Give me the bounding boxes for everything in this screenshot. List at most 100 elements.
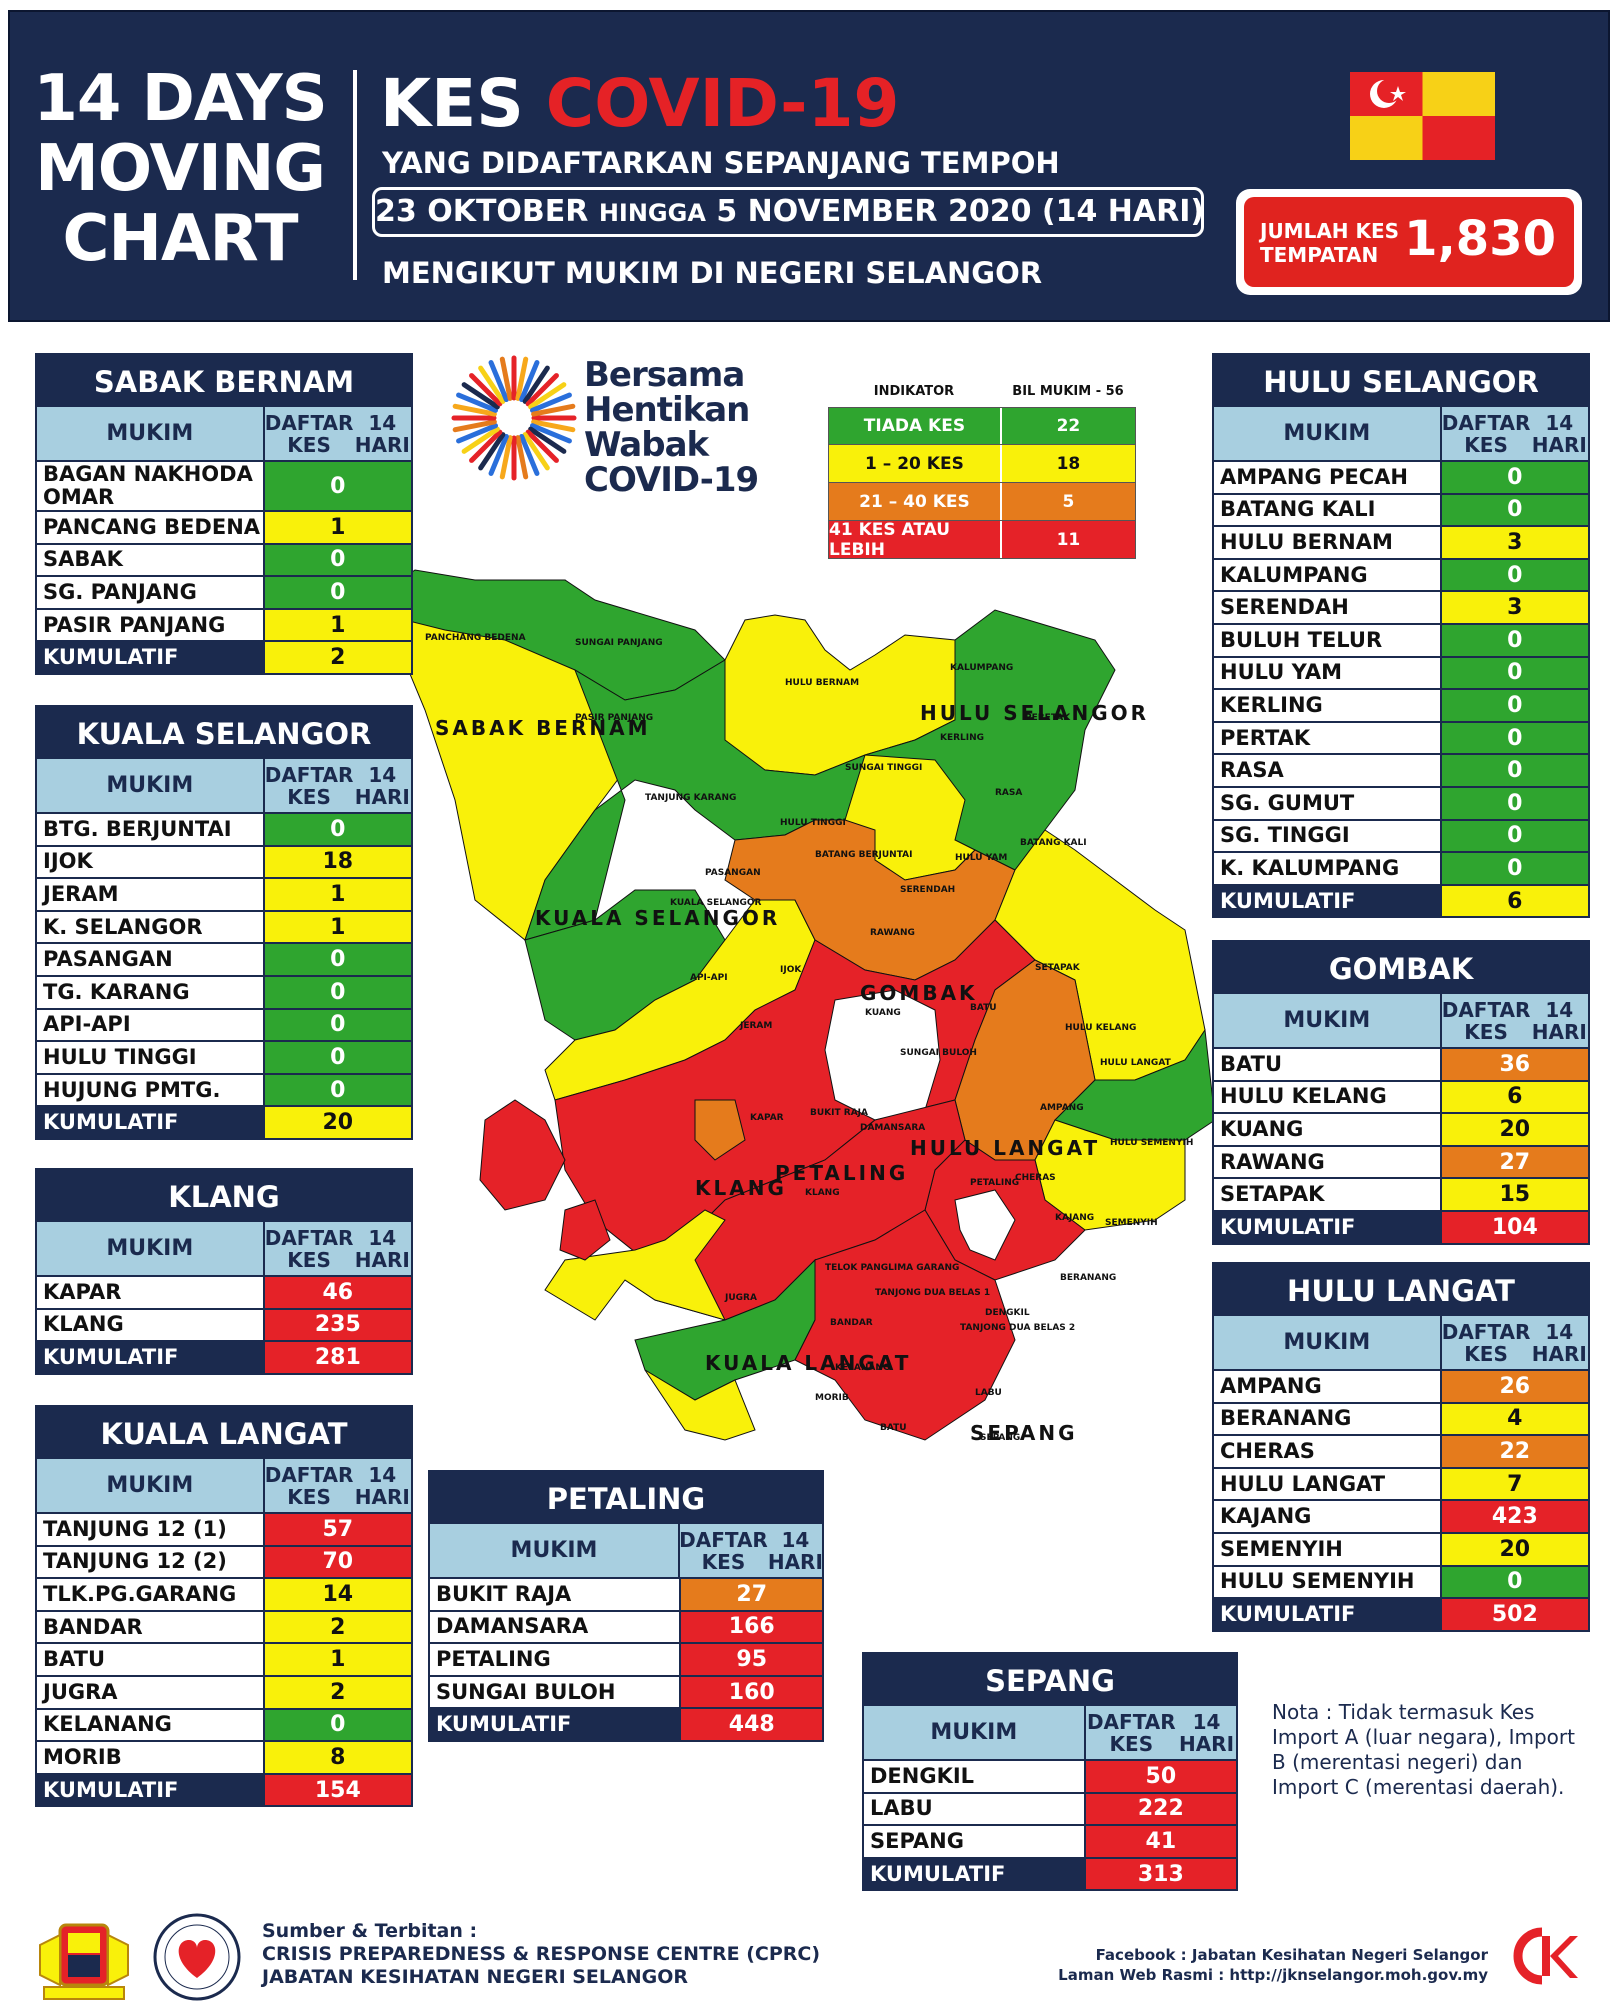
table-header: MUKIM DAFTAR KES 14 HARI xyxy=(1212,1316,1590,1371)
table-row: AMPANG 26 xyxy=(1212,1371,1590,1404)
map-mukim-label: BATANG BERJUNTAI xyxy=(815,850,912,860)
case-count: 0 xyxy=(262,1042,411,1073)
logo-ray xyxy=(478,365,506,404)
map-mukim-label: CHERAS xyxy=(1015,1173,1056,1183)
mukim-name: BATU xyxy=(1220,1051,1283,1076)
mukim-name: HULU TINGGI xyxy=(43,1044,197,1069)
kumulatif-row: KUMULATIF 20 xyxy=(35,1107,413,1140)
table-sabak-bernam: SABAK BERNAM MUKIM DAFTAR KES 14 HARI BAGAN … xyxy=(35,353,413,675)
date-mid: HINGGA xyxy=(598,199,706,227)
column-header-daftar-kes: DAFTAR KES 14 HARI xyxy=(262,1459,411,1512)
case-count: 27 xyxy=(679,1579,822,1610)
map-mukim-label: IJOK xyxy=(780,965,802,975)
selangor-flag-icon xyxy=(1350,72,1495,160)
mukim-name: K. SELANGOR xyxy=(43,914,203,939)
logo-text-line-3: Wabak xyxy=(584,425,709,465)
mukim-name: SABAK xyxy=(43,547,123,572)
mukim-name: HULU LANGAT xyxy=(1220,1471,1386,1496)
map-district-label: HULU SELANGOR xyxy=(920,701,1149,725)
table-title: PETALING xyxy=(428,1470,824,1524)
mukim-name: LABU xyxy=(870,1796,933,1821)
table-row: BULUH TELUR 0 xyxy=(1212,624,1590,658)
table-row: HULU TINGGI 0 xyxy=(35,1042,413,1075)
column-header-daftar-kes: DAFTAR KES 14 HARI xyxy=(678,1524,823,1577)
mukim-name: AMPANG xyxy=(1220,1373,1322,1398)
case-count: 0 xyxy=(1439,820,1588,852)
kumulatif-row: KUMULATIF 448 xyxy=(428,1709,824,1742)
logo-text-line-1: Bersama xyxy=(584,355,745,395)
column-header-daftar-kes: DAFTAR KES 14 HARI xyxy=(262,1222,411,1275)
mukim-name: JERAM xyxy=(43,881,119,906)
map-mukim-label: LABU xyxy=(975,1388,1002,1398)
map-district-label: PETALING xyxy=(775,1161,908,1185)
logo-ray xyxy=(531,403,576,417)
mukim-name: BULUH TELUR xyxy=(1220,627,1383,652)
facebook-link[interactable]: Facebook : Jabatan Kesihatan Negeri Sela… xyxy=(1095,1946,1488,1964)
case-count: 41 xyxy=(1083,1826,1236,1857)
mukim-name: HULU YAM xyxy=(1220,660,1342,685)
mukim-name: TG. KARANG xyxy=(43,979,190,1004)
column-header-mukim: MUKIM xyxy=(106,421,194,446)
map-mukim-label: BATU xyxy=(880,1423,907,1433)
mukim-name: HUJUNG PMTG. xyxy=(43,1077,221,1102)
map-mukim-label: PASIR PANJANG xyxy=(575,713,653,723)
mukim-name: K. KALUMPANG xyxy=(1220,855,1400,880)
table-header: MUKIM DAFTAR KES 14 HARI xyxy=(1212,407,1590,462)
map-mukim-label: TANJUNG KARANG xyxy=(645,793,736,803)
kumulatif-row: KUMULATIF 281 xyxy=(35,1342,413,1375)
kumulatif-value: 6 xyxy=(1439,885,1588,917)
table-row: RASA 0 xyxy=(1212,755,1590,788)
table-row: BAGAN NAKHODA OMAR 0 xyxy=(35,462,413,512)
kumulatif-value: 313 xyxy=(1083,1858,1236,1890)
map-mukim-label: PERETAK xyxy=(1025,713,1071,723)
table-row: RAWANG 27 xyxy=(1212,1146,1590,1180)
mukim-name: HULU SEMENYIH xyxy=(1220,1569,1415,1594)
map-district-label: KLANG xyxy=(695,1176,787,1200)
mukim-name: JUGRA xyxy=(43,1679,118,1704)
case-count: 0 xyxy=(1439,1566,1588,1598)
logo-ray xyxy=(461,426,500,454)
total-value: 1,830 xyxy=(1404,211,1556,267)
table-row: PETALING 95 xyxy=(428,1644,824,1677)
column-header-mukim: MUKIM xyxy=(1283,1008,1371,1033)
map-mukim-label: HULU BERNAM xyxy=(785,678,859,688)
logo-ray xyxy=(525,373,559,407)
table-row: JERAM 1 xyxy=(35,879,413,912)
mukim-name: PANCANG BEDENA xyxy=(43,514,261,539)
case-count: 50 xyxy=(1083,1761,1236,1792)
map-mukim-label: KELANANG xyxy=(835,1363,890,1373)
mukim-name: BAGAN NAKHODA OMAR xyxy=(43,462,253,509)
mukim-name: KAJANG xyxy=(1220,1504,1312,1529)
footer-source: Sumber & Terbitan : CRISIS PREPAREDNESS … xyxy=(262,1920,820,1989)
map-mukim-label: JUGRA xyxy=(724,1293,757,1303)
case-count: 0 xyxy=(1439,787,1588,819)
case-count: 1 xyxy=(262,911,411,943)
table-title: KLANG xyxy=(35,1168,413,1222)
indicator-label: 41 KES ATAU LEBIH xyxy=(829,520,1000,560)
table-row: SERENDAH 3 xyxy=(1212,592,1590,625)
table-row: AMPANG PECAH 0 xyxy=(1212,462,1590,495)
case-count: 20 xyxy=(1439,1114,1588,1145)
table-row: BTG. BERJUNTAI 0 xyxy=(35,814,413,847)
column-header-mukim: MUKIM xyxy=(1283,421,1371,446)
kumulatif-label: KUMULATIF xyxy=(870,1861,1006,1886)
mukim-name: SEMENYIH xyxy=(1220,1536,1343,1561)
case-count: 0 xyxy=(1439,494,1588,526)
kumulatif-value: 502 xyxy=(1439,1599,1588,1630)
table-title: SABAK BERNAM xyxy=(35,353,413,407)
kumulatif-label: KUMULATIF xyxy=(43,1344,179,1369)
case-count: 0 xyxy=(262,577,411,608)
mukim-name: RASA xyxy=(1220,758,1284,783)
map-district-label: GOMBAK xyxy=(860,981,978,1005)
table-row: HULU SEMENYIH 0 xyxy=(1212,1566,1590,1600)
mukim-name: DAMANSARA xyxy=(436,1614,589,1639)
date-range: 23 OKTOBER HINGGA 5 NOVEMBER 2020 (14 HA… xyxy=(372,187,1204,237)
website-link[interactable]: Laman Web Rasmi : http://jknselangor.moh… xyxy=(1058,1966,1488,1984)
table-row: HULU BERNAM 3 xyxy=(1212,527,1590,560)
table-row: LABU 222 xyxy=(862,1793,1238,1827)
case-count: 57 xyxy=(262,1514,411,1545)
main-title: KES COVID-19 xyxy=(380,64,899,144)
case-count: 15 xyxy=(1439,1179,1588,1210)
source-label: Sumber & Terbitan : xyxy=(262,1920,478,1942)
map-mukim-label: TANJONG DUA BELAS 1 xyxy=(875,1288,990,1298)
